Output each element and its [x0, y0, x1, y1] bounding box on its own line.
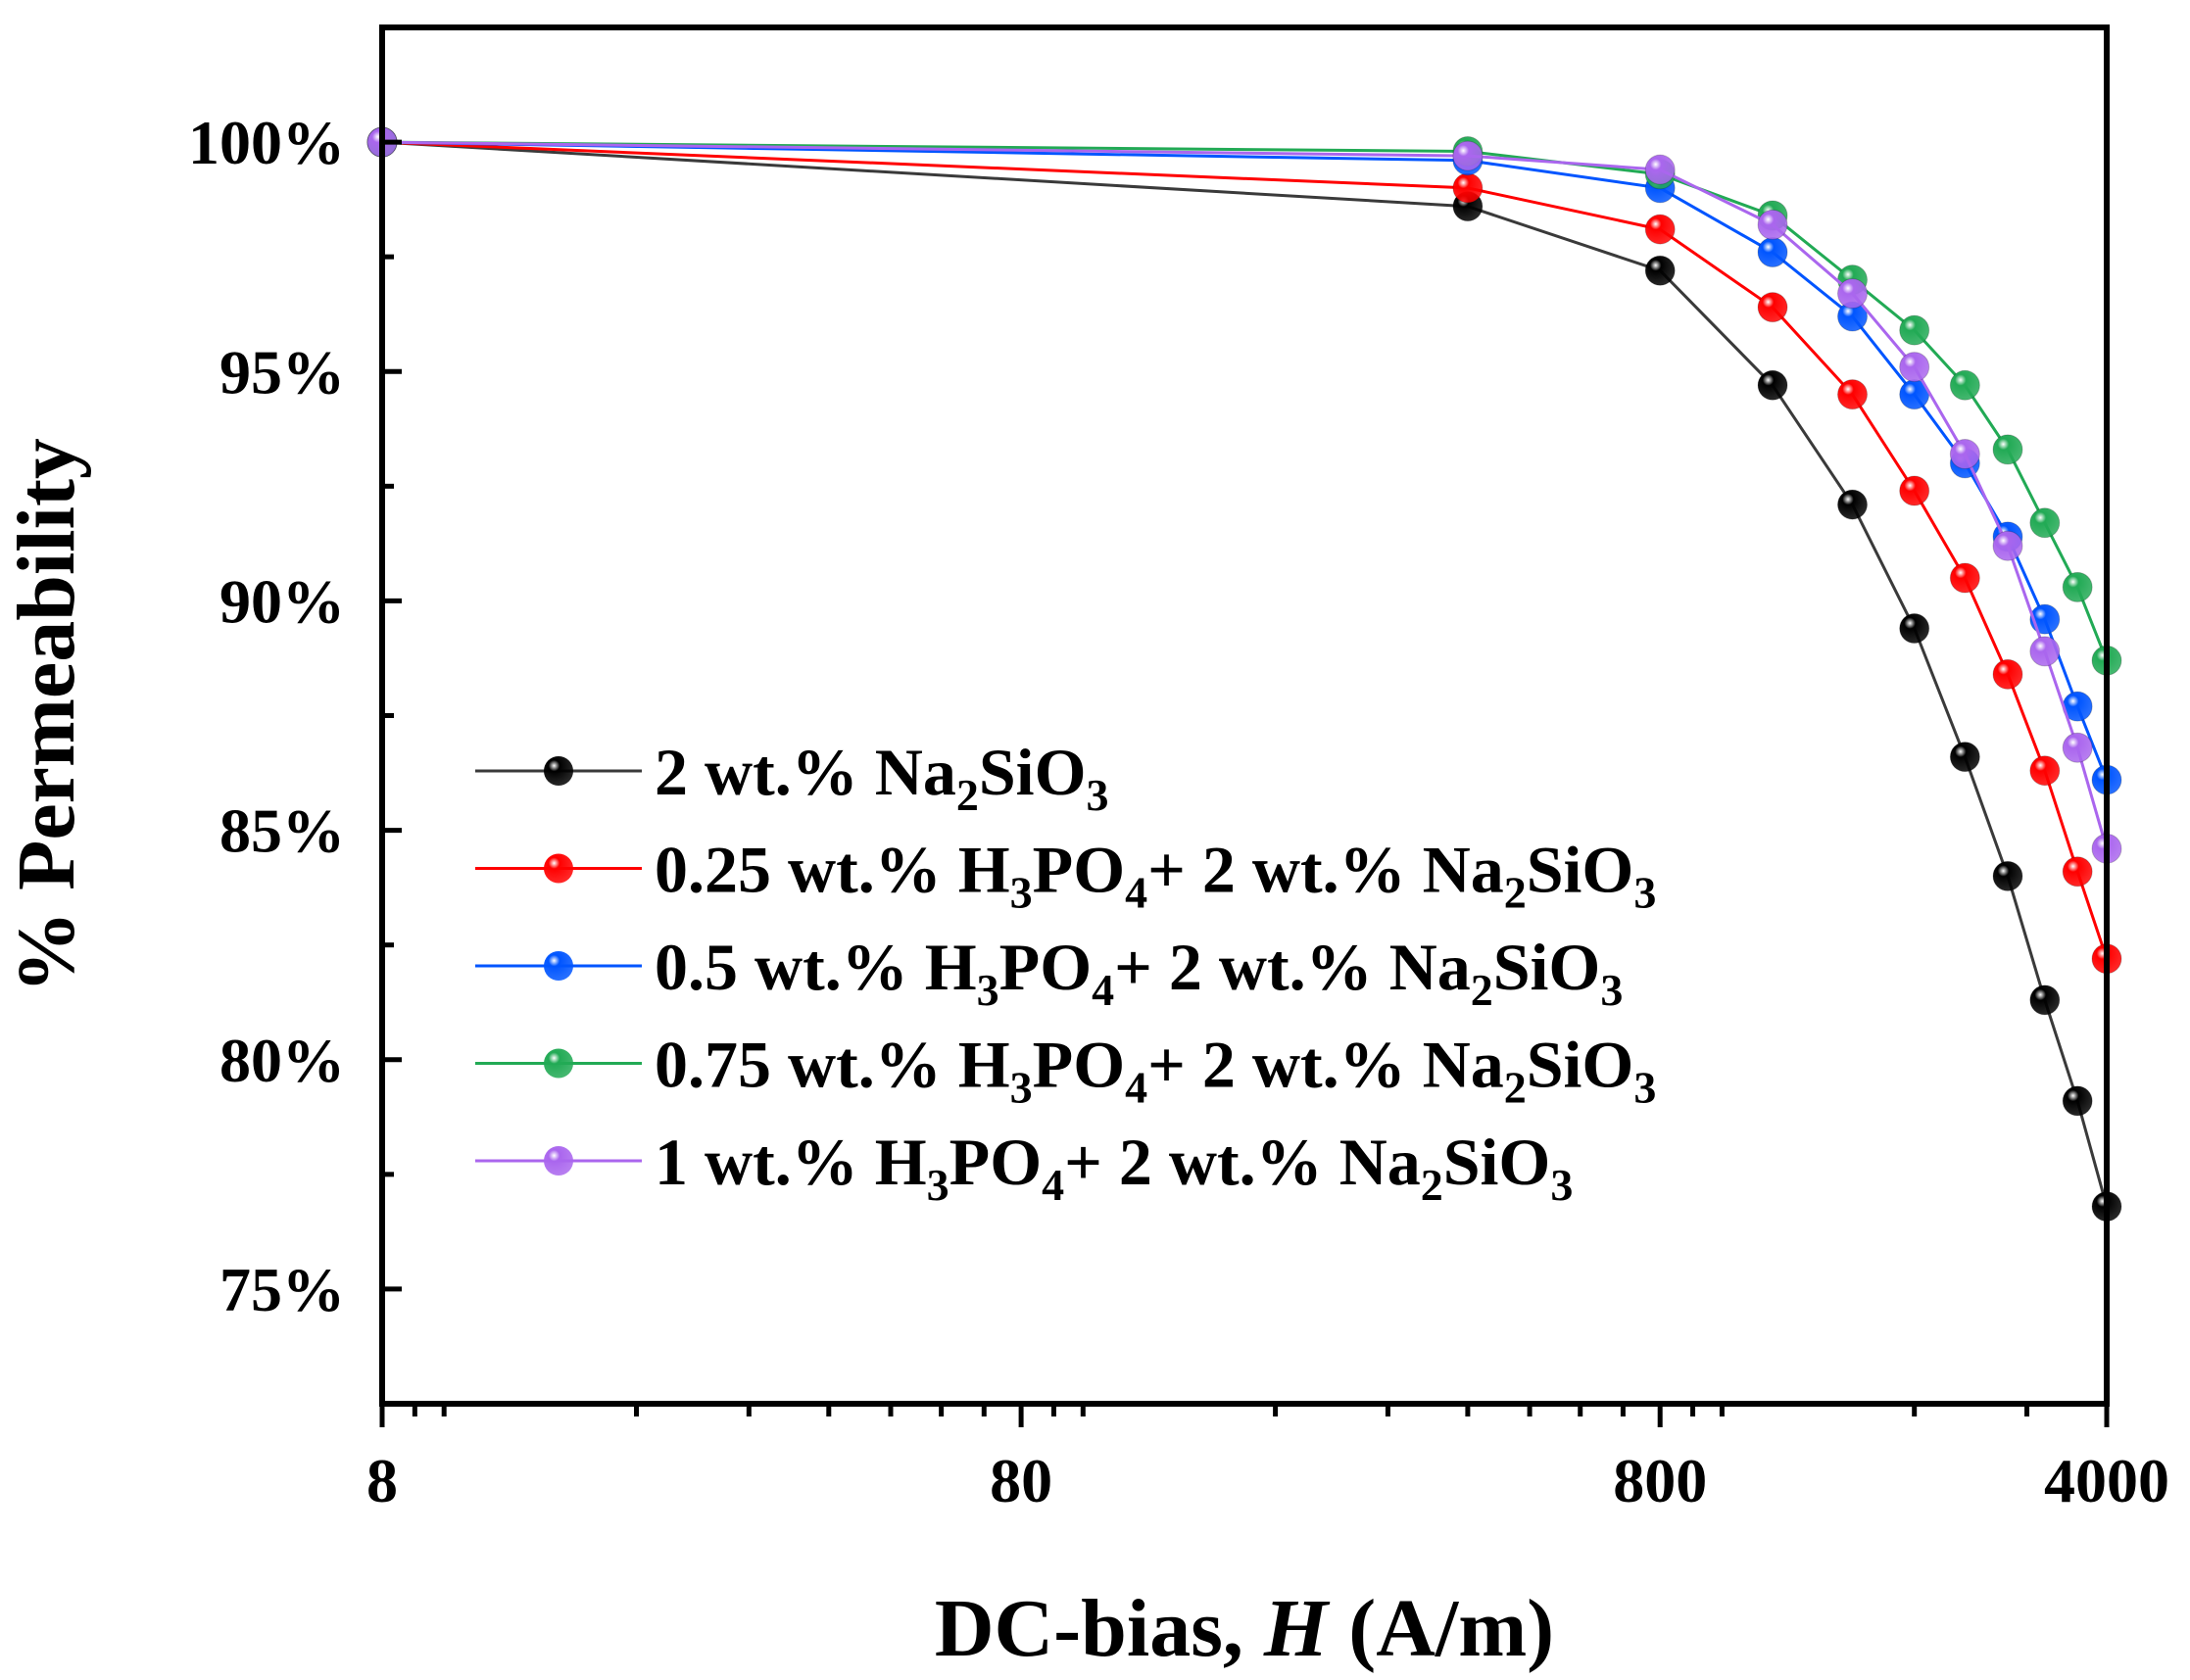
legend-marker — [544, 1048, 573, 1079]
data-point — [1992, 530, 2023, 561]
data-point — [1949, 439, 1980, 470]
legend-marker — [544, 853, 573, 884]
legend-label: 0.25 wt.% H3PO4+ 2 wt.% Na2SiO3 — [655, 833, 1656, 918]
data-point — [1757, 292, 1788, 323]
x-axis-title-prefix: DC-bias, — [935, 1583, 1264, 1674]
legend-label: 2 wt.% Na2SiO3 — [655, 735, 1108, 820]
legend-entry-1: 2 wt.% Na2SiO3 — [475, 735, 1108, 820]
legend-label: 0.75 wt.% H3PO4+ 2 wt.% Na2SiO3 — [655, 1028, 1656, 1113]
x-axis-title-variable: H — [1263, 1583, 1331, 1674]
y-tick-label: 95% — [219, 337, 345, 407]
x-tick-label: 8 — [366, 1446, 398, 1515]
x-tick-label: 4000 — [2044, 1446, 2169, 1515]
data-point — [1899, 352, 1930, 383]
data-point — [1992, 860, 2023, 891]
data-point — [2029, 507, 2061, 539]
data-point — [1644, 154, 1676, 185]
legend: 2 wt.% Na2SiO3 0.25 wt.% H3PO4+ 2 wt.% Na… — [475, 735, 1656, 1210]
data-point — [1452, 140, 1484, 171]
data-point — [1949, 562, 1980, 594]
data-point — [2062, 732, 2093, 763]
x-tick-label: 800 — [1613, 1446, 1707, 1515]
data-point — [1644, 255, 1676, 286]
data-point — [2029, 755, 2061, 787]
legend-entry-5: 1 wt.% H3PO4+ 2 wt.% Na2SiO3 — [475, 1125, 1573, 1210]
y-axis: 75% 80% 85% 90% 95% 100% — [188, 24, 402, 1407]
legend-label: 1 wt.% H3PO4+ 2 wt.% Na2SiO3 — [655, 1125, 1573, 1210]
data-point — [2062, 856, 2093, 888]
legend-entry-3: 0.5 wt.% H3PO4+ 2 wt.% Na2SiO3 — [475, 930, 1623, 1015]
y-tick-label: 75% — [219, 1255, 345, 1324]
data-point — [2029, 984, 2061, 1016]
data-point — [2029, 636, 2061, 667]
data-point — [1757, 209, 1788, 240]
y-tick-label: 90% — [219, 566, 345, 636]
y-axis-title: % Permeability — [1, 438, 92, 993]
data-point — [1757, 236, 1788, 267]
data-point — [1949, 369, 1980, 401]
series-3 — [366, 126, 2122, 795]
data-point — [1837, 278, 1869, 310]
series-5 — [366, 126, 2122, 864]
y-tick-label: 80% — [219, 1026, 345, 1095]
y-tick-label: 85% — [219, 796, 345, 866]
legend-marker — [544, 1146, 573, 1176]
legend-marker — [544, 756, 573, 786]
data-point — [1899, 475, 1930, 506]
data-point — [1899, 613, 1930, 645]
x-axis-title-unit: (A/m) — [1328, 1583, 1554, 1674]
x-tick-label: 80 — [990, 1446, 1052, 1515]
data-point — [1992, 658, 2023, 690]
legend-label: 0.5 wt.% H3PO4+ 2 wt.% Na2SiO3 — [655, 930, 1623, 1015]
data-point — [1837, 489, 1869, 520]
legend-entry-2: 0.25 wt.% H3PO4+ 2 wt.% Na2SiO3 — [475, 833, 1656, 918]
data-point — [2062, 1085, 2093, 1117]
x-axis: 8 80 800 4000 — [366, 1404, 2169, 1515]
data-point — [1837, 379, 1869, 410]
series-line — [381, 140, 2109, 781]
data-point — [1899, 314, 1930, 346]
series-1 — [366, 126, 2122, 1223]
data-point — [1949, 742, 1980, 773]
legend-marker — [544, 951, 573, 981]
data-point — [1992, 434, 2023, 465]
data-point — [1757, 369, 1788, 401]
data-point — [2062, 571, 2093, 602]
data-point — [1452, 172, 1484, 204]
data-point — [1644, 214, 1676, 245]
y-tick-label: 100% — [188, 108, 345, 177]
x-axis-title: DC-bias, H (A/m) — [935, 1583, 1554, 1674]
legend-entry-4: 0.75 wt.% H3PO4+ 2 wt.% Na2SiO3 — [475, 1028, 1656, 1113]
